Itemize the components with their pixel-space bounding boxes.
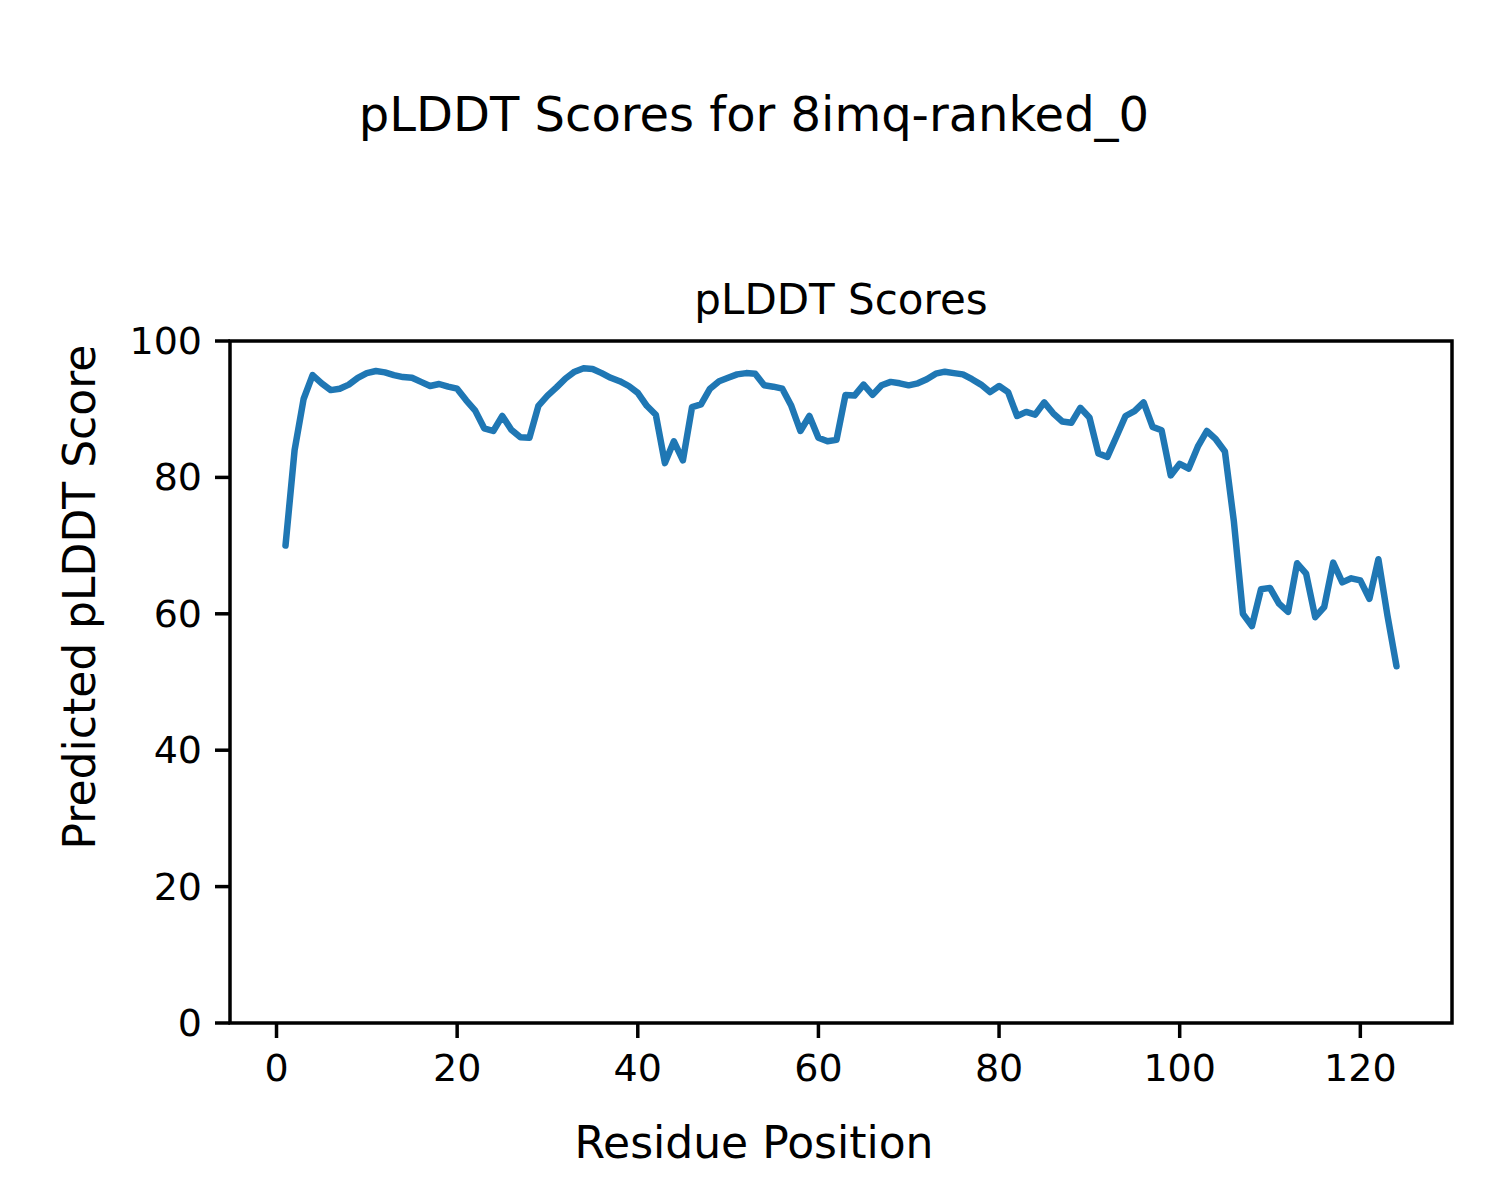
axes-title: pLDDT Scores [694,275,987,324]
y-axis-label: Predicted pLDDT Score [54,345,105,850]
x-tick-label: 0 [264,1046,288,1090]
x-tick-label: 40 [614,1046,662,1090]
x-axis-ticks: 0 20 40 60 80 100 120 [264,1023,1396,1090]
x-axis-label: Residue Position [574,1117,933,1168]
x-tick-label: 120 [1324,1046,1397,1090]
y-tick-label: 20 [154,865,202,909]
y-tick-label: 0 [178,1001,202,1045]
y-tick-label: 100 [129,319,202,363]
plot-area [230,341,1452,1023]
y-tick-label: 60 [154,592,202,636]
figure-suptitle: pLDDT Scores for 8imq-ranked_0 [359,86,1149,142]
x-tick-label: 100 [1143,1046,1216,1090]
x-tick-label: 60 [794,1046,842,1090]
figure: pLDDT Scores for 8imq-ranked_0 pLDDT Sco… [0,0,1500,1200]
y-tick-label: 80 [154,455,202,499]
y-tick-label: 40 [154,728,202,772]
y-axis-ticks: 0 20 40 60 80 100 [129,319,230,1045]
plddt-line-chart: pLDDT Scores for 8imq-ranked_0 pLDDT Sco… [0,0,1500,1200]
x-tick-label: 20 [433,1046,481,1090]
x-tick-label: 80 [975,1046,1023,1090]
